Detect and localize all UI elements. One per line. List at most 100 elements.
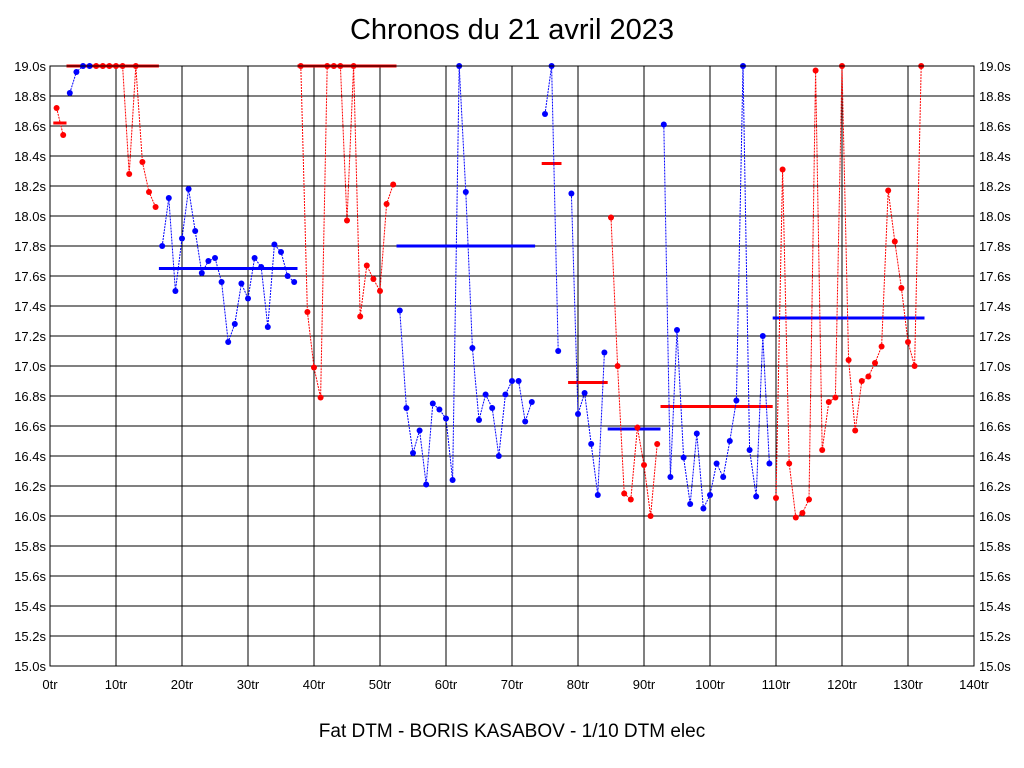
lap-point xyxy=(304,309,311,315)
y-tick-label-right: 18.0s xyxy=(979,209,1011,224)
lap-point xyxy=(832,394,839,401)
y-tick-label-left: 16.6s xyxy=(14,419,46,434)
y-tick-label-left: 15.0s xyxy=(14,659,46,674)
lap-point xyxy=(687,501,694,507)
y-tick-label-left: 15.8s xyxy=(14,539,46,554)
lap-point xyxy=(410,450,416,456)
lap-point xyxy=(753,493,760,500)
lap-point xyxy=(654,441,661,447)
series-line xyxy=(69,65,90,94)
lap-point xyxy=(271,241,278,248)
lap-point xyxy=(66,90,73,96)
axis-ticks: 15.0s 15.0s 15.2s 15.2s 15.4s 15.4s 15.6s 15.6s… xyxy=(14,59,1011,692)
lap-point xyxy=(766,460,773,467)
lap-point xyxy=(905,339,911,345)
lap-point xyxy=(515,378,522,384)
series-line xyxy=(775,65,922,519)
lap-point xyxy=(575,411,581,417)
x-tick-label: 60tr xyxy=(435,677,458,692)
x-tick-label: 0tr xyxy=(42,677,58,692)
lap-point xyxy=(357,313,364,320)
series-0 xyxy=(53,105,67,138)
y-tick-label-right: 18.2s xyxy=(979,179,1011,194)
lap-point xyxy=(555,348,562,354)
lap-point xyxy=(278,249,284,255)
series-group xyxy=(53,63,925,521)
lap-point xyxy=(786,460,793,467)
grid xyxy=(49,65,975,667)
x-tick-label: 70tr xyxy=(501,677,524,692)
lap-point xyxy=(311,364,317,371)
series-7 xyxy=(568,190,608,498)
series-9 xyxy=(660,63,773,512)
lap-point xyxy=(845,357,852,363)
lap-point xyxy=(245,295,251,302)
series-4 xyxy=(297,63,397,401)
y-tick-label-right: 17.8s xyxy=(979,239,1011,254)
lap-point xyxy=(429,400,436,407)
y-tick-label-right: 16.2s xyxy=(979,479,1011,494)
lap-point xyxy=(799,510,806,516)
lap-point xyxy=(891,238,898,245)
lap-point xyxy=(73,69,80,75)
y-tick-label-left: 16.8s xyxy=(14,389,46,404)
lap-point xyxy=(476,417,482,423)
y-tick-label-right: 15.4s xyxy=(979,599,1011,614)
y-tick-label-left: 17.2s xyxy=(14,329,46,344)
lap-point xyxy=(363,262,370,269)
x-tick-label: 140tr xyxy=(959,677,989,692)
lap-point xyxy=(264,324,271,330)
lap-point xyxy=(700,505,707,512)
y-tick-label-right: 19.0s xyxy=(979,59,1011,74)
series-10 xyxy=(773,63,925,521)
lap-point xyxy=(185,186,192,192)
y-tick-label-right: 17.0s xyxy=(979,359,1011,374)
y-tick-label-right: 18.8s xyxy=(979,89,1011,104)
lap-point xyxy=(878,343,885,350)
lap-point xyxy=(225,339,232,345)
lap-point xyxy=(733,397,740,404)
lap-point xyxy=(502,391,509,398)
x-tick-label: 100tr xyxy=(695,677,725,692)
series-line xyxy=(56,107,64,136)
y-tick-label-right: 17.2s xyxy=(979,329,1011,344)
lap-point xyxy=(720,474,727,480)
y-tick-label-left: 16.0s xyxy=(14,509,46,524)
y-tick-label-left: 16.2s xyxy=(14,479,46,494)
lap-point xyxy=(812,67,819,74)
y-tick-label-right: 18.6s xyxy=(979,119,1011,134)
lap-point xyxy=(218,279,225,285)
lap-point xyxy=(370,276,377,282)
lap-point xyxy=(416,427,423,434)
lap-point xyxy=(449,477,456,483)
x-tick-label: 130tr xyxy=(893,677,923,692)
y-tick-label-left: 18.6s xyxy=(14,119,46,134)
y-tick-label-right: 16.6s xyxy=(979,419,1011,434)
y-tick-label-right: 15.8s xyxy=(979,539,1011,554)
lap-point xyxy=(205,258,212,264)
lap-point xyxy=(779,166,786,173)
y-tick-label-left: 15.4s xyxy=(14,599,46,614)
y-tick-label-right: 16.4s xyxy=(979,449,1011,464)
y-tick-label-left: 17.8s xyxy=(14,239,46,254)
lap-point xyxy=(495,453,502,459)
lap-point xyxy=(291,279,298,285)
lap-point xyxy=(522,418,529,425)
series-6 xyxy=(542,63,562,354)
y-tick-label-right: 16.0s xyxy=(979,509,1011,524)
lap-point xyxy=(568,190,575,197)
lap-point xyxy=(179,235,185,242)
series-1 xyxy=(66,63,93,96)
lap-point xyxy=(469,345,476,351)
lap-point xyxy=(773,495,779,501)
lap-point xyxy=(192,228,199,234)
lap-point xyxy=(443,415,449,422)
x-tick-label: 40tr xyxy=(303,677,326,692)
x-tick-label: 90tr xyxy=(633,677,656,692)
lap-point xyxy=(198,270,205,276)
chart-title: Chronos du 21 avril 2023 xyxy=(349,14,675,46)
plot-frame xyxy=(49,65,975,667)
lap-point xyxy=(390,181,397,188)
x-tick-label: 80tr xyxy=(567,677,590,692)
y-tick-label-left: 18.4s xyxy=(14,149,46,164)
